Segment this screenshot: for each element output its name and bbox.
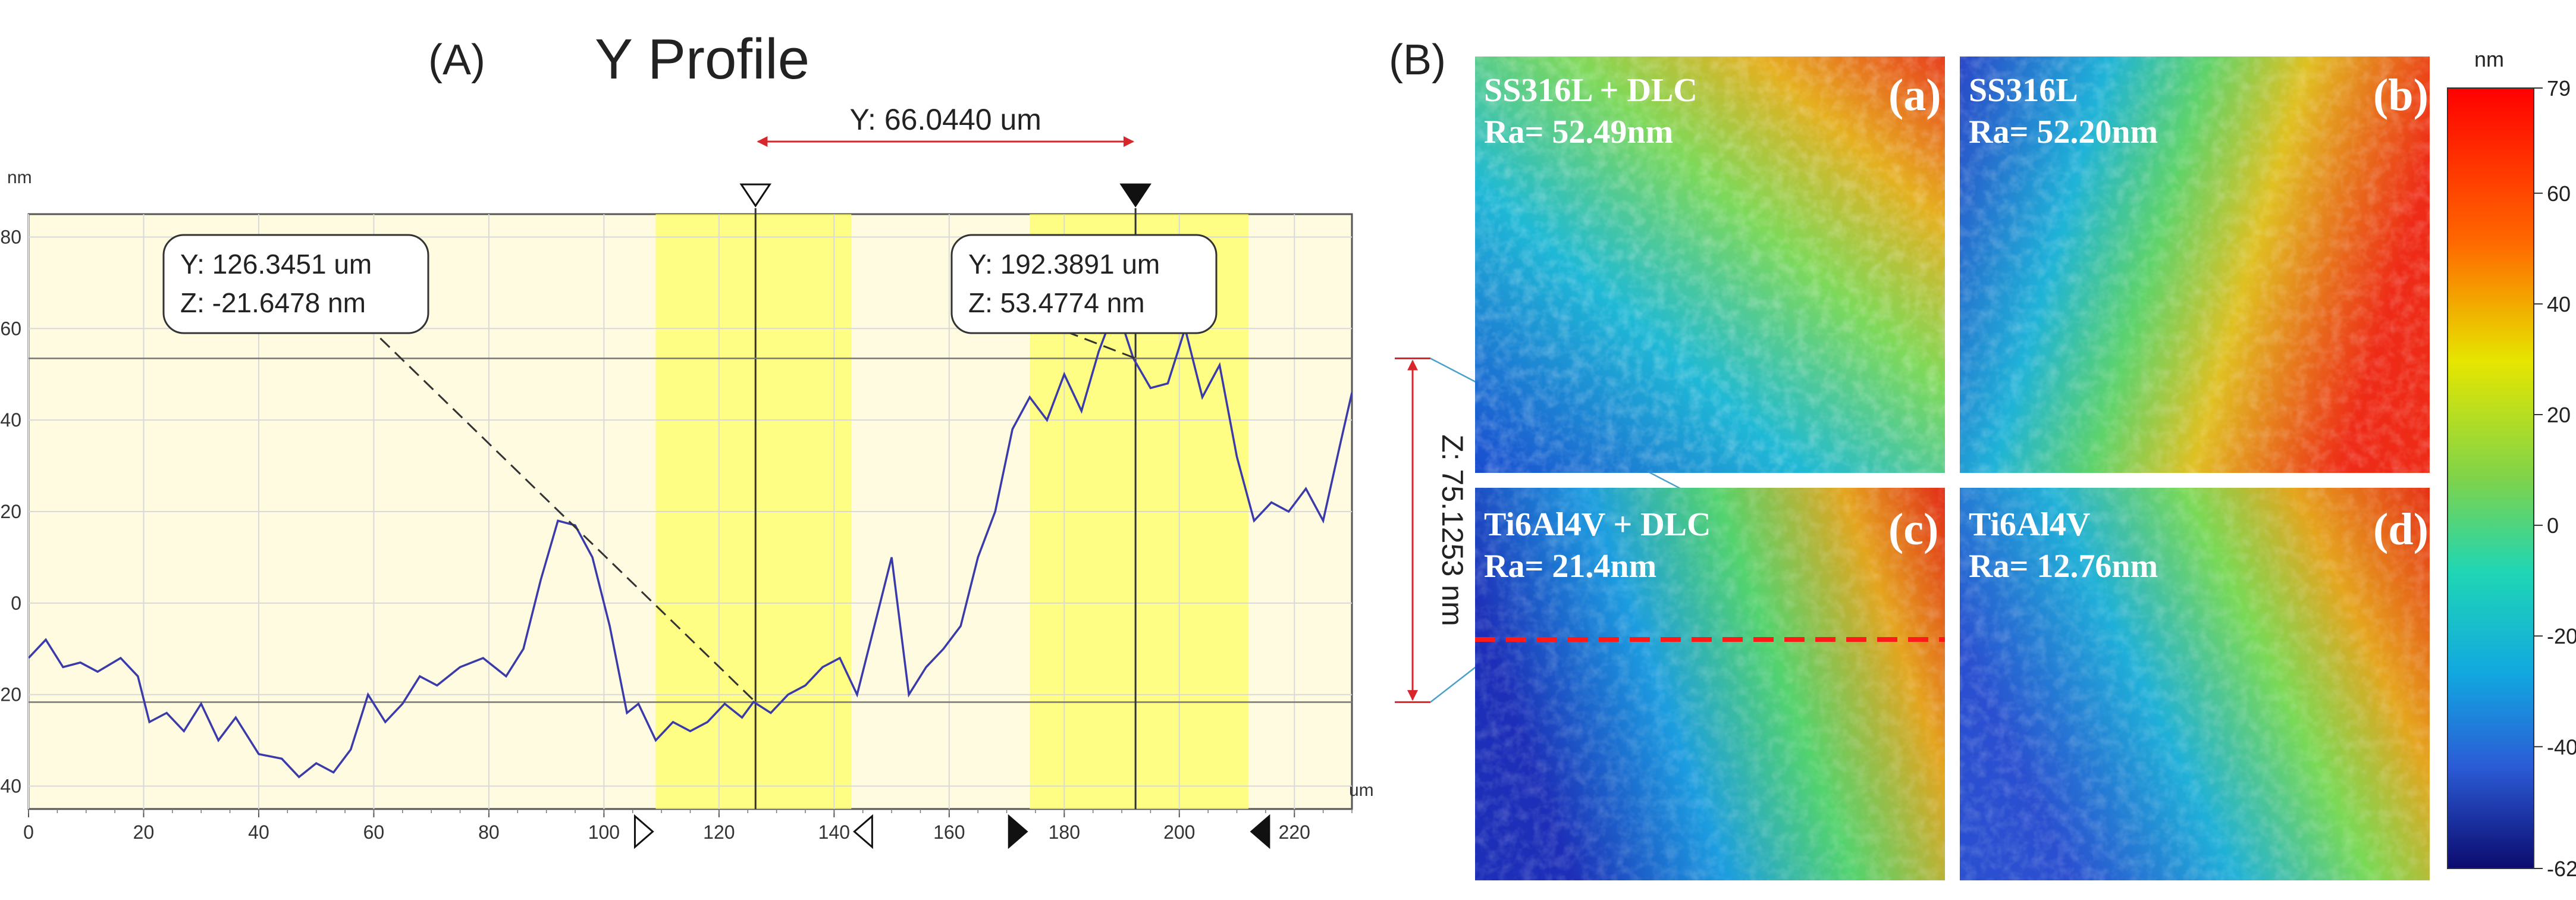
colorbar-tick-label: 20 bbox=[2547, 403, 2571, 427]
afm-c-ra: Ra= 21.4nm bbox=[1484, 548, 1656, 585]
annotation-leader bbox=[365, 323, 757, 703]
annotations: Y: 126.3451 um Z: -21.6478 nm Y: 192.3891 … bbox=[162, 234, 1218, 703]
annotation-box bbox=[950, 234, 1218, 334]
x-tick-label: 200 bbox=[1163, 821, 1195, 843]
afm-c-name: Ti6Al4V + DLC bbox=[1484, 506, 1711, 543]
afm-image-b: SS316L Ra= 52.20nm (b) bbox=[1960, 57, 2430, 473]
annotation-box bbox=[162, 234, 429, 334]
x-tick-label: 40 bbox=[248, 821, 269, 843]
x-tick-label: 0 bbox=[23, 821, 34, 843]
x-tick-label: 120 bbox=[703, 821, 735, 843]
afm-a-ra: Ra= 52.49nm bbox=[1484, 114, 1673, 150]
x-tick-label: 60 bbox=[363, 821, 385, 843]
afm-b-tag: (b) bbox=[2373, 70, 2428, 120]
colorbar-ticks: 79 60 40 20 0 -20 -40 -62 bbox=[2534, 76, 2576, 881]
afm-image-d: Ti6Al4V Ra= 12.76nm (d) bbox=[1960, 488, 2430, 880]
panel-a-label: (A) bbox=[428, 36, 485, 84]
y-ticks: 80 60 40 20 0 -20 -40 bbox=[0, 226, 21, 796]
x-tick-label: 220 bbox=[1279, 821, 1310, 843]
annotation-y: Y: 126.3451 um bbox=[180, 249, 372, 280]
afm-image-c: Ti6Al4V + DLC Ra= 21.4nm (c) bbox=[1475, 488, 1945, 880]
y-distance-measure: Y: 66.0440 um bbox=[757, 103, 1134, 147]
x-tick-label: 180 bbox=[1049, 821, 1080, 843]
x-tick-label: 80 bbox=[478, 821, 500, 843]
y-tick-label: 40 bbox=[0, 409, 21, 431]
colorbar bbox=[2447, 87, 2534, 869]
x-axis-unit: um bbox=[1349, 780, 1374, 800]
colorbar-tick-label: 79 bbox=[2547, 76, 2571, 101]
colorbar-tick-label: -62 bbox=[2547, 857, 2576, 881]
afm-c-tag: (c) bbox=[1888, 504, 1938, 554]
chart-title: Y Profile bbox=[595, 27, 809, 91]
cursor-marker-filled bbox=[1119, 183, 1151, 208]
afm-a-tag: (a) bbox=[1888, 70, 1941, 120]
colorbar-unit: nm bbox=[2474, 47, 2504, 71]
x-tick-label: 160 bbox=[933, 821, 965, 843]
colorbar-tick-label: -40 bbox=[2547, 735, 2576, 759]
x-tick-label: 140 bbox=[818, 821, 850, 843]
cursor-marker-open bbox=[739, 183, 772, 208]
y-tick-label: -40 bbox=[0, 776, 21, 797]
y-tick-label: 0 bbox=[11, 592, 21, 614]
y-tick-label: -20 bbox=[0, 684, 21, 705]
y-tick-label: 20 bbox=[0, 501, 21, 522]
y-distance-label: Y: 66.0440 um bbox=[849, 103, 1041, 136]
afm-b-ra: Ra= 52.20nm bbox=[1969, 114, 2158, 150]
band-marker bbox=[853, 814, 873, 849]
y-tick-label: 80 bbox=[0, 226, 21, 247]
profile-line bbox=[29, 302, 1352, 779]
afm-b-name: SS316L bbox=[1969, 72, 2078, 109]
afm-d-ra: Ra= 12.76nm bbox=[1969, 548, 2158, 585]
afm-a-name: SS316L + DLC bbox=[1484, 72, 1698, 109]
annotation-leader bbox=[1046, 323, 1136, 359]
y-axis-unit: nm bbox=[7, 168, 32, 187]
annotation-y: Y: 192.3891 um bbox=[968, 249, 1160, 280]
colorbar-tick-label: 60 bbox=[2547, 181, 2571, 206]
annotation-z: Z: -21.6478 nm bbox=[180, 287, 366, 318]
afm-d-name: Ti6Al4V bbox=[1969, 506, 2090, 543]
x-tick-label: 100 bbox=[588, 821, 620, 843]
x-ticks: 0 20 40 60 80 100 120 140 160 180 200 220 bbox=[23, 809, 1353, 843]
afm-image-a: SS316L + DLC Ra= 52.49nm (a) bbox=[1475, 57, 1945, 473]
annotation-z: Z: 53.4774 nm bbox=[968, 287, 1145, 318]
panel-b-label: (B) bbox=[1389, 36, 1446, 84]
colorbar-tick-label: 0 bbox=[2547, 513, 2559, 538]
colorbar-tick-label: -20 bbox=[2547, 624, 2576, 648]
band-marker bbox=[633, 814, 654, 849]
band-marker bbox=[1250, 814, 1270, 849]
colorbar-tick-label: 40 bbox=[2547, 292, 2571, 316]
z-distance-label: Z: 75.1253 nm bbox=[1436, 434, 1469, 626]
afm-d-tag: (d) bbox=[2373, 504, 2428, 554]
band-marker bbox=[1008, 814, 1028, 849]
x-tick-label: 20 bbox=[133, 821, 155, 843]
y-tick-label: 60 bbox=[0, 318, 21, 339]
